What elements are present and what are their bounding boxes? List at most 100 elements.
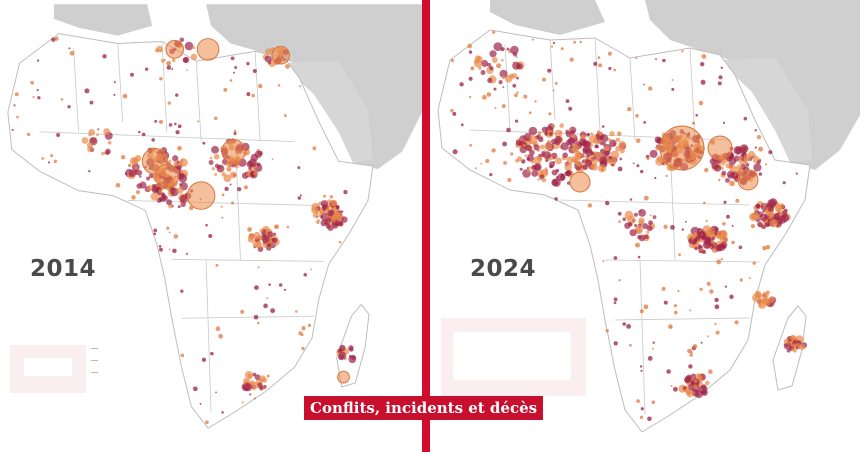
conflict-event-dot (677, 289, 680, 293)
conflict-event-dot (739, 278, 743, 282)
conflict-event-dot (731, 240, 735, 245)
conflict-event-dot (716, 259, 722, 265)
conflict-event-dot (531, 160, 535, 164)
conflict-event-dot (168, 231, 171, 234)
conflict-event-dot (755, 203, 761, 209)
conflict-event-dot (101, 151, 105, 156)
conflict-event-dot (468, 95, 472, 99)
conflict-event-dot (60, 98, 64, 101)
conflict-event-dot (213, 153, 220, 160)
conflict-event-dot (169, 159, 172, 163)
conflict-event-dot (229, 183, 232, 186)
conflict-event-dot (167, 101, 171, 105)
conflict-event-dot (610, 150, 620, 160)
conflict-event-dot (759, 213, 767, 222)
conflict-event-dot (138, 130, 141, 134)
conflict-event-dot (643, 304, 649, 310)
conflict-event-dot (720, 66, 723, 70)
conflict-event-dot (573, 40, 577, 44)
conflict-event-dot (597, 56, 601, 60)
conflict-event-dot (515, 139, 522, 146)
conflict-event-dot (699, 239, 703, 243)
conflict-event-dot (565, 129, 570, 134)
conflict-event-dot (726, 214, 730, 219)
conflict-event-dot (681, 50, 684, 53)
conflict-event-dot (552, 41, 556, 45)
conflict-event-dot (229, 171, 237, 179)
conflict-event-dot (450, 58, 455, 63)
conflict-event-dot (568, 106, 573, 111)
conflict-event-dot (734, 320, 739, 325)
conflict-event-dot (174, 122, 177, 126)
conflict-event-dot (531, 165, 537, 171)
conflict-event-large (196, 38, 220, 61)
conflict-event-dot (519, 167, 523, 171)
conflict-event-dot (286, 225, 290, 229)
conflict-event-dot (633, 212, 638, 217)
conflict-event-dot (166, 199, 173, 206)
conflict-event-dot (715, 330, 720, 335)
conflict-event-dot (526, 168, 531, 173)
conflict-event-dot (655, 145, 661, 151)
conflict-event-dot (599, 148, 605, 154)
conflict-event-dot (325, 217, 332, 224)
conflict-event-dot (179, 37, 185, 42)
conflict-event-dot (670, 225, 675, 230)
conflict-event-dot (756, 298, 764, 306)
conflict-event-dot (646, 157, 650, 160)
conflict-event-dot (501, 104, 506, 109)
conflict-event-dot (253, 231, 261, 240)
conflict-event-dot (579, 40, 582, 44)
conflict-event-dot (764, 215, 769, 220)
conflict-event-dot (338, 351, 347, 360)
conflict-event-dot (638, 217, 645, 224)
conflict-event-dot (177, 145, 182, 151)
conflict-event-dot (285, 64, 290, 69)
conflict-event-dot (248, 166, 252, 171)
conflict-event-dot (762, 210, 765, 213)
conflict-event-dot (748, 277, 751, 279)
conflict-event-dot (724, 285, 727, 288)
conflict-event-dot (310, 268, 313, 271)
conflict-event-dot (647, 416, 652, 422)
conflict-event-dot (312, 146, 317, 151)
conflict-event-large (659, 125, 705, 171)
conflict-event-dot (220, 205, 223, 208)
conflict-event-dot (738, 245, 743, 250)
conflict-event-dot (670, 385, 673, 387)
conflict-event-dot (274, 224, 280, 230)
conflict-event-dot (619, 148, 625, 154)
conflict-event-dot (185, 252, 188, 255)
conflict-event-dot (687, 348, 692, 354)
conflict-event-dot (549, 164, 554, 169)
conflict-event-dot (714, 304, 720, 310)
conflict-event-dot (516, 156, 523, 162)
conflict-event-dot (671, 79, 674, 81)
conflict-event-dot (266, 297, 269, 300)
conflict-event-dot (499, 69, 508, 78)
conflict-event-dot (743, 116, 748, 121)
conflict-event-dot (525, 144, 532, 151)
conflict-event-dot (725, 178, 730, 183)
conflict-event-dot (720, 241, 728, 249)
conflict-event-large (337, 370, 350, 384)
conflict-event-dot (708, 369, 713, 375)
conflict-event-dot (348, 345, 354, 351)
conflict-event-dot (37, 96, 41, 100)
conflict-event-dot (81, 137, 89, 144)
conflict-event-dot (512, 83, 517, 88)
conflict-event-dot (128, 169, 136, 178)
conflict-event-dot (729, 294, 734, 299)
conflict-event-dot (635, 114, 639, 118)
conflict-event-dot (249, 393, 252, 396)
conflict-event-dot (765, 290, 770, 295)
conflict-event-dot (301, 326, 306, 331)
conflict-event-dot (154, 119, 158, 123)
map-2024-svg (437, 0, 860, 433)
conflict-event-dot (648, 86, 653, 91)
conflict-event-dot (330, 199, 338, 207)
conflict-event-dot (270, 308, 276, 314)
conflict-event-dot (277, 84, 281, 87)
conflict-event-dot (739, 144, 749, 154)
conflict-event-dot (613, 297, 618, 302)
